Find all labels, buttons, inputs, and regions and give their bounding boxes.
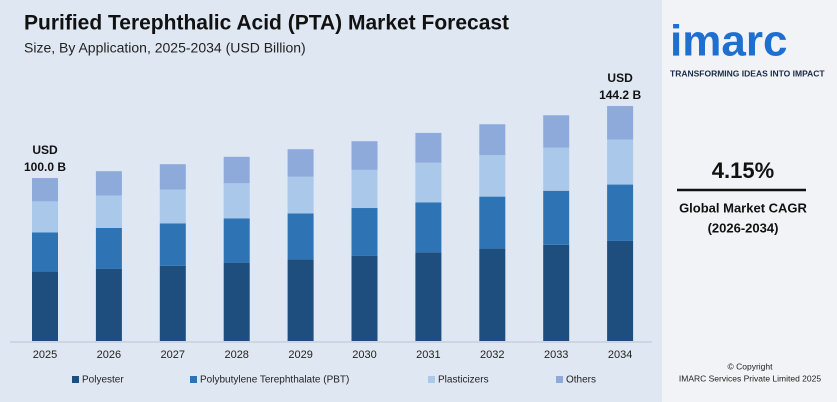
legend-swatch xyxy=(428,376,435,383)
bar-segment xyxy=(95,268,122,341)
legend-swatch xyxy=(556,376,563,383)
x-tick-label: 2030 xyxy=(352,349,376,361)
bar-segment xyxy=(32,178,58,202)
legend-label: Plasticizers xyxy=(438,375,489,386)
bar-segment xyxy=(415,202,442,253)
cagr-value: 4.15% xyxy=(712,158,774,183)
bar-segment xyxy=(159,223,186,266)
total-label: 100.0 B xyxy=(24,160,66,174)
bar-segment xyxy=(287,149,314,177)
bar-segment xyxy=(607,184,634,241)
bar-segment xyxy=(95,171,122,196)
bar-segment xyxy=(351,255,378,341)
bar-segment xyxy=(479,248,506,341)
legend-swatch xyxy=(72,376,79,383)
bar-segment xyxy=(32,201,58,233)
bar-segment xyxy=(415,162,442,203)
bar-segment xyxy=(415,252,442,341)
bar-segment xyxy=(223,156,250,184)
bar-segment xyxy=(607,240,634,341)
bar-segment xyxy=(95,227,122,269)
logo: imarc xyxy=(670,17,787,66)
bar-segment xyxy=(95,195,122,228)
x-tick-label: 2033 xyxy=(544,349,568,361)
bar-segment xyxy=(223,183,250,219)
bar-segment xyxy=(479,155,506,197)
bar-segment xyxy=(159,164,186,190)
total-label: USD xyxy=(607,71,633,85)
bar-segment xyxy=(607,139,634,185)
x-tick-label: 2025 xyxy=(33,349,57,361)
x-tick-label: 2028 xyxy=(224,349,248,361)
x-tick-label: 2032 xyxy=(480,349,504,361)
bar-segment xyxy=(543,115,570,148)
chart-title: Purified Terephthalic Acid (PTA) Market … xyxy=(24,12,509,35)
bar-segment xyxy=(415,132,442,163)
bar-segment xyxy=(479,124,506,156)
x-tick-label: 2027 xyxy=(161,349,185,361)
side-panel-background xyxy=(662,0,837,402)
cagr-period: (2026-2034) xyxy=(708,220,779,235)
bar-segment xyxy=(159,189,186,224)
bar-segment xyxy=(543,190,570,245)
x-tick-label: 2026 xyxy=(97,349,121,361)
bar-segment xyxy=(351,208,378,256)
bar-segment xyxy=(287,259,314,341)
copyright: © Copyright xyxy=(727,361,773,371)
total-label: USD xyxy=(32,143,58,157)
bar-segment xyxy=(543,147,570,191)
legend-label: Others xyxy=(566,375,596,386)
bar-segment xyxy=(287,176,314,214)
x-tick-label: 2029 xyxy=(288,349,312,361)
bar-segment xyxy=(223,218,250,263)
cagr-label: Global Market CAGR xyxy=(679,200,807,215)
bar-segment xyxy=(351,141,378,170)
chart-subtitle: Size, By Application, 2025-2034 (USD Bil… xyxy=(24,40,306,56)
x-tick-label: 2034 xyxy=(608,349,632,361)
x-tick-label: 2031 xyxy=(416,349,440,361)
bar-segment xyxy=(607,106,634,140)
bar-segment xyxy=(32,232,58,272)
company: IMARC Services Private Limited 2025 xyxy=(679,373,821,383)
tagline: TRANSFORMING IDEAS INTO IMPACT xyxy=(670,68,825,78)
bar-segment xyxy=(543,244,570,341)
legend-swatch xyxy=(190,376,197,383)
bar-segment xyxy=(287,213,314,260)
bar-segment xyxy=(159,265,186,341)
bar-segment xyxy=(479,196,506,249)
total-label: 144.2 B xyxy=(599,88,641,102)
bar-segment xyxy=(351,169,378,209)
legend-label: Polybutylene Terephthalate (PBT) xyxy=(200,375,349,386)
bar-segment xyxy=(223,262,250,341)
bar-segment xyxy=(32,271,58,341)
legend-label: Polyester xyxy=(82,375,124,386)
